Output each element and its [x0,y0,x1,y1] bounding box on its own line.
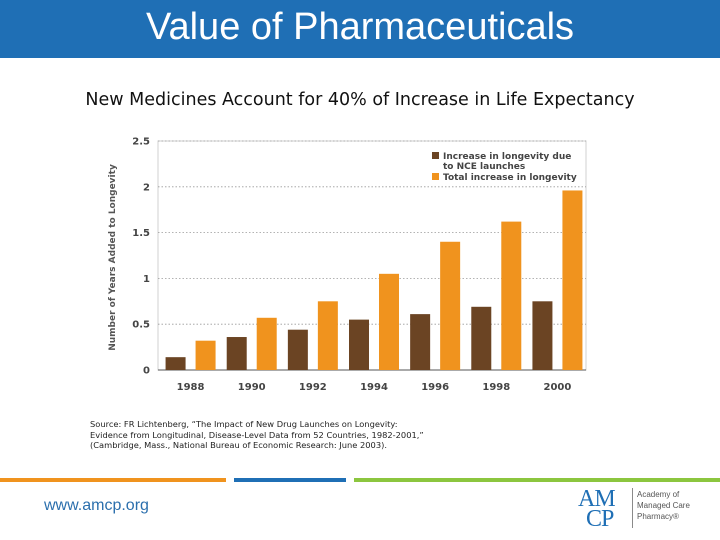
footer-line-orange [0,478,226,482]
legend-label-total: Total increase in longevity [443,173,577,183]
legend-label-nce: to NCE launches [443,162,525,172]
source-citation: Source: FR Lichtenberg, “The Impact of N… [90,419,490,451]
y-tick-label: 2.5 [132,137,150,148]
legend-swatch-total [432,173,439,180]
y-tick-label: 2 [143,182,150,193]
x-tick-label: 1988 [177,382,205,393]
logo-letters-top: AM [578,486,616,512]
y-tick-label: 0 [143,366,150,377]
bar-nce-1998 [471,306,492,370]
bar-total-1992 [317,301,338,370]
footer-line-green [354,478,720,482]
logo-text-line: Pharmacy® [637,512,679,521]
slide-header: Value of Pharmaceuticals [0,0,720,58]
y-tick-label: 1.5 [132,228,150,239]
x-tick-label: 1994 [360,382,388,393]
x-tick-label: 1996 [421,382,449,393]
bar-nce-2000 [532,301,553,370]
bar-nce-1992 [287,329,308,370]
y-tick-label: 1 [143,274,150,285]
slide-title: Value of Pharmaceuticals [145,5,575,48]
y-tick-label: 0.5 [132,320,150,331]
y-axis-title: Number of Years Added to Longevity [108,164,118,351]
bar-total-1990 [256,317,277,370]
bar-nce-1990 [226,337,247,370]
logo-separator [632,488,633,528]
source-line: (Cambridge, Mass., National Bureau of Ec… [90,440,387,450]
x-tick-label: 1992 [299,382,327,393]
source-line: Evidence from Longitudinal, Disease-Leve… [90,429,424,440]
legend-label-nce: Increase in longevity due [443,152,571,162]
longevity-bar-chart: 0 0.5 1 1.5 2 2.5 Number of Years Added to Lon… [108,137,587,393]
bar-total-1996 [440,241,461,370]
bar-nce-1988 [165,357,186,370]
bar-nce-1994 [349,319,369,370]
bar-total-2000 [562,190,583,370]
logo-letters-bottom: CP [586,506,614,532]
footer-divider [0,478,720,483]
logo-text: Academy of Managed Care Pharmacy® [637,489,690,522]
source-line: Source: FR Lichtenberg, “The Impact of N… [90,419,398,429]
slide-subtitle: New Medicines Account for 40% of Increas… [85,90,635,110]
bar-nce-1996 [410,314,431,370]
bar-total-1988 [195,340,216,370]
footer-line-blue [234,478,346,482]
amcp-logo: AM CP Academy of Managed Care Pharmacy® [576,486,706,532]
logo-text-line: Academy of [637,490,680,499]
x-tick-label: 1998 [482,382,510,393]
x-tick-label: 1990 [238,382,266,393]
x-tick-label: 2000 [544,382,572,393]
footer-url-link[interactable]: www.amcp.org [44,497,149,514]
legend-swatch-nce [432,152,439,159]
bar-total-1998 [501,221,522,370]
logo-text-line: Managed Care [637,501,690,510]
logo-mark: AM CP [576,486,632,532]
bar-total-1994 [379,273,399,370]
